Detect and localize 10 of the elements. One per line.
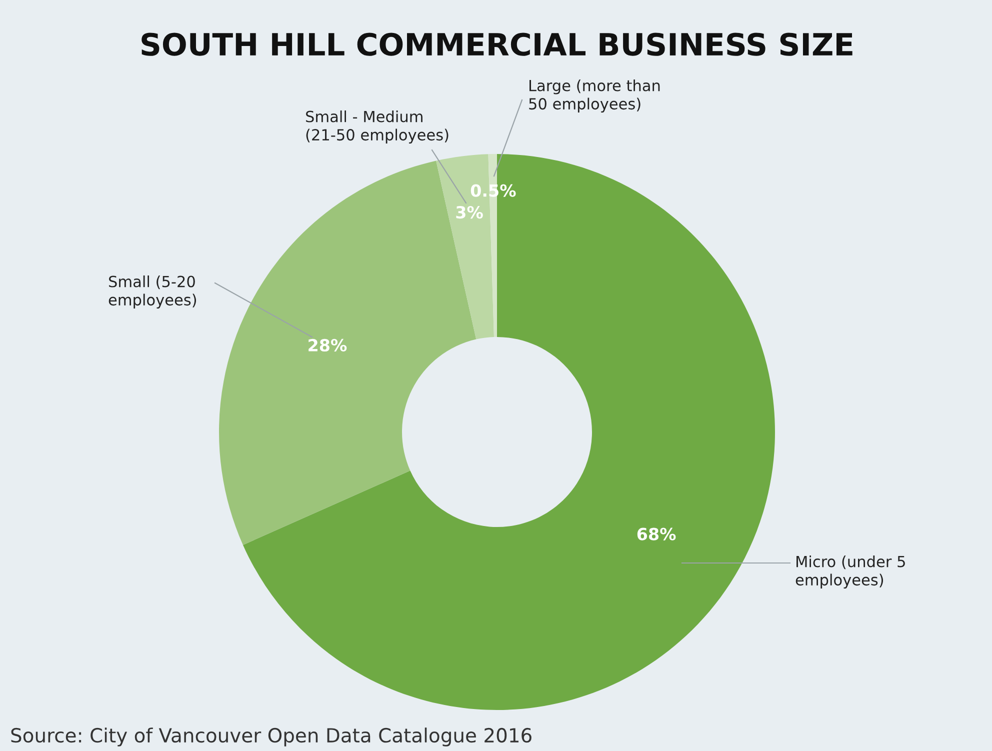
chart-title: SOUTH HILL COMMERCIAL BUSINESS SIZE	[142, 32, 852, 56]
slice-label: Large (more than 50 employees)	[529, 79, 660, 113]
data-label: 3%	[456, 206, 483, 219]
slice-label: Small (5-20 employees)	[108, 275, 196, 309]
donut-slice	[242, 154, 775, 710]
data-label: 28%	[308, 338, 347, 352]
slice-label: Small - Medium (21-50 employees)	[306, 110, 448, 144]
slice-label: Micro (under 5 employees)	[796, 555, 905, 589]
source-note: Source: City of Vancouver Open Data Catalogue 2016	[11, 728, 532, 746]
data-label: 68%	[637, 528, 676, 540]
